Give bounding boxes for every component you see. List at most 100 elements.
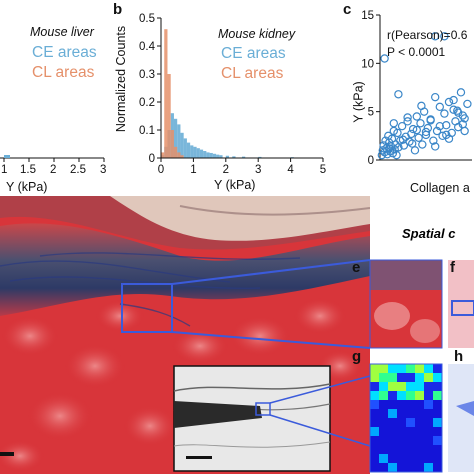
histogram-bar: [173, 118, 178, 158]
y-tick-label: 15: [361, 10, 374, 22]
heatmap-cell: [433, 418, 442, 427]
inset-roi: [255, 402, 271, 416]
histogram-bar: [177, 152, 181, 158]
heatmap-cell: [415, 454, 424, 463]
x-tick-label: 3: [255, 164, 261, 176]
heatmap-cell: [424, 400, 433, 409]
heatmap-cell: [415, 463, 424, 472]
inset-connector-bottom: [269, 414, 371, 447]
heatmap-cell: [433, 400, 442, 409]
scatter-point: [392, 150, 401, 160]
histogram-bar: [209, 152, 213, 158]
heatmap-cell: [379, 436, 388, 445]
heatmap-cell: [415, 445, 424, 454]
scatter-point: [432, 126, 442, 136]
heatmap-cell: [415, 391, 424, 400]
heatmap-cell: [433, 391, 442, 400]
heatmap-cell: [406, 409, 415, 418]
scatter-point: [416, 119, 425, 128]
panel-a: Mouse liver CE areas CL areas 1 1.5 2 2.…: [0, 0, 112, 194]
heatmap-cell: [388, 436, 397, 445]
heatmap-cell: [424, 445, 433, 454]
histogram-bar: [258, 156, 262, 158]
roi-box: [121, 283, 173, 333]
heatmap-cell: [370, 382, 379, 391]
heatmap-cell: [433, 436, 442, 445]
heatmap-cell: [379, 373, 388, 382]
heatmap-cell: [415, 427, 424, 436]
heatmap-cell: [397, 418, 406, 427]
inset-scale-bar: [186, 456, 212, 459]
panel-h-letter: h: [454, 348, 464, 365]
scatter-point: [442, 130, 451, 140]
heatmap-cell: [379, 445, 388, 454]
heatmap-cell: [406, 454, 415, 463]
heatmap-cell: [397, 400, 406, 409]
heatmap-cell: [415, 409, 424, 418]
histogram-bar: [232, 156, 236, 158]
scatter-point: [442, 120, 451, 130]
scatter-point: [407, 139, 417, 148]
scatter-point: [389, 119, 399, 128]
scatter-point: [430, 92, 440, 102]
panel-a-xtick: 1: [1, 164, 8, 176]
y-tick-label: 0.3: [139, 69, 155, 81]
panel-g-heatmap: [369, 363, 443, 473]
panel-a-axes: [0, 155, 105, 162]
zoom-connector-top: [171, 259, 371, 285]
y-tick-label: 5: [368, 107, 374, 119]
zoom-connector-bottom: [171, 331, 371, 349]
heatmap-cell: [370, 454, 379, 463]
heatmap-cell: [406, 445, 415, 454]
y-tick-label: 0.2: [139, 97, 155, 109]
scatter-point: [440, 109, 449, 118]
panel-e-image: [369, 259, 443, 349]
histogram-bar: [206, 152, 210, 158]
histogram-bar: [183, 138, 187, 158]
heatmap-cell: [433, 382, 442, 391]
heatmap-cell: [370, 400, 379, 409]
heatmap-cell: [379, 409, 388, 418]
heatmap-cell: [415, 436, 424, 445]
scatter-point: [460, 126, 469, 136]
tissue-micrograph: [0, 196, 474, 474]
panel-a-xlabel: Y (kPa): [6, 180, 48, 194]
scatter-point: [429, 136, 438, 145]
scatter-point: [423, 123, 433, 133]
heatmap-cell: [406, 436, 415, 445]
tissue-texture: [0, 298, 362, 472]
histogram-bar: [177, 124, 181, 158]
heatmap-cell: [397, 391, 406, 400]
scatter-point: [387, 134, 397, 143]
heatmap-cell: [388, 364, 397, 373]
scatter-point: [421, 127, 431, 137]
heatmap-cell: [388, 382, 397, 391]
heatmap-cell: [388, 373, 397, 382]
heatmap-cell: [397, 454, 406, 463]
panel-a-legend-ce: CE areas: [32, 44, 97, 61]
panel-b-letter: b: [113, 1, 123, 18]
heatmap-cell: [406, 427, 415, 436]
scatter-point: [426, 116, 435, 125]
heatmap-cell: [406, 364, 415, 373]
heatmap-cell: [406, 382, 415, 391]
heatmap-cell: [424, 463, 433, 472]
heatmap-cell: [406, 463, 415, 472]
panel-a-legend-cl: CL areas: [32, 64, 95, 81]
heatmap-cell: [370, 364, 379, 373]
scatter-point: [453, 106, 462, 115]
heatmap-cell: [388, 463, 397, 472]
scatter-point: [460, 114, 469, 123]
histogram-bar: [203, 151, 207, 158]
scatter-point: [394, 90, 403, 99]
capsule-pale: [110, 196, 370, 241]
heatmap-cell: [424, 391, 433, 400]
scatter-point: [440, 32, 449, 41]
heatmap-cell: [388, 400, 397, 409]
heatmap-cell: [415, 418, 424, 427]
panel-h-image: [448, 364, 474, 472]
histogram-bar: [180, 132, 184, 158]
x-tick-label: 2: [223, 164, 229, 176]
panel-b-legend-cl: CL areas: [221, 65, 284, 82]
scatter-point: [449, 95, 458, 105]
